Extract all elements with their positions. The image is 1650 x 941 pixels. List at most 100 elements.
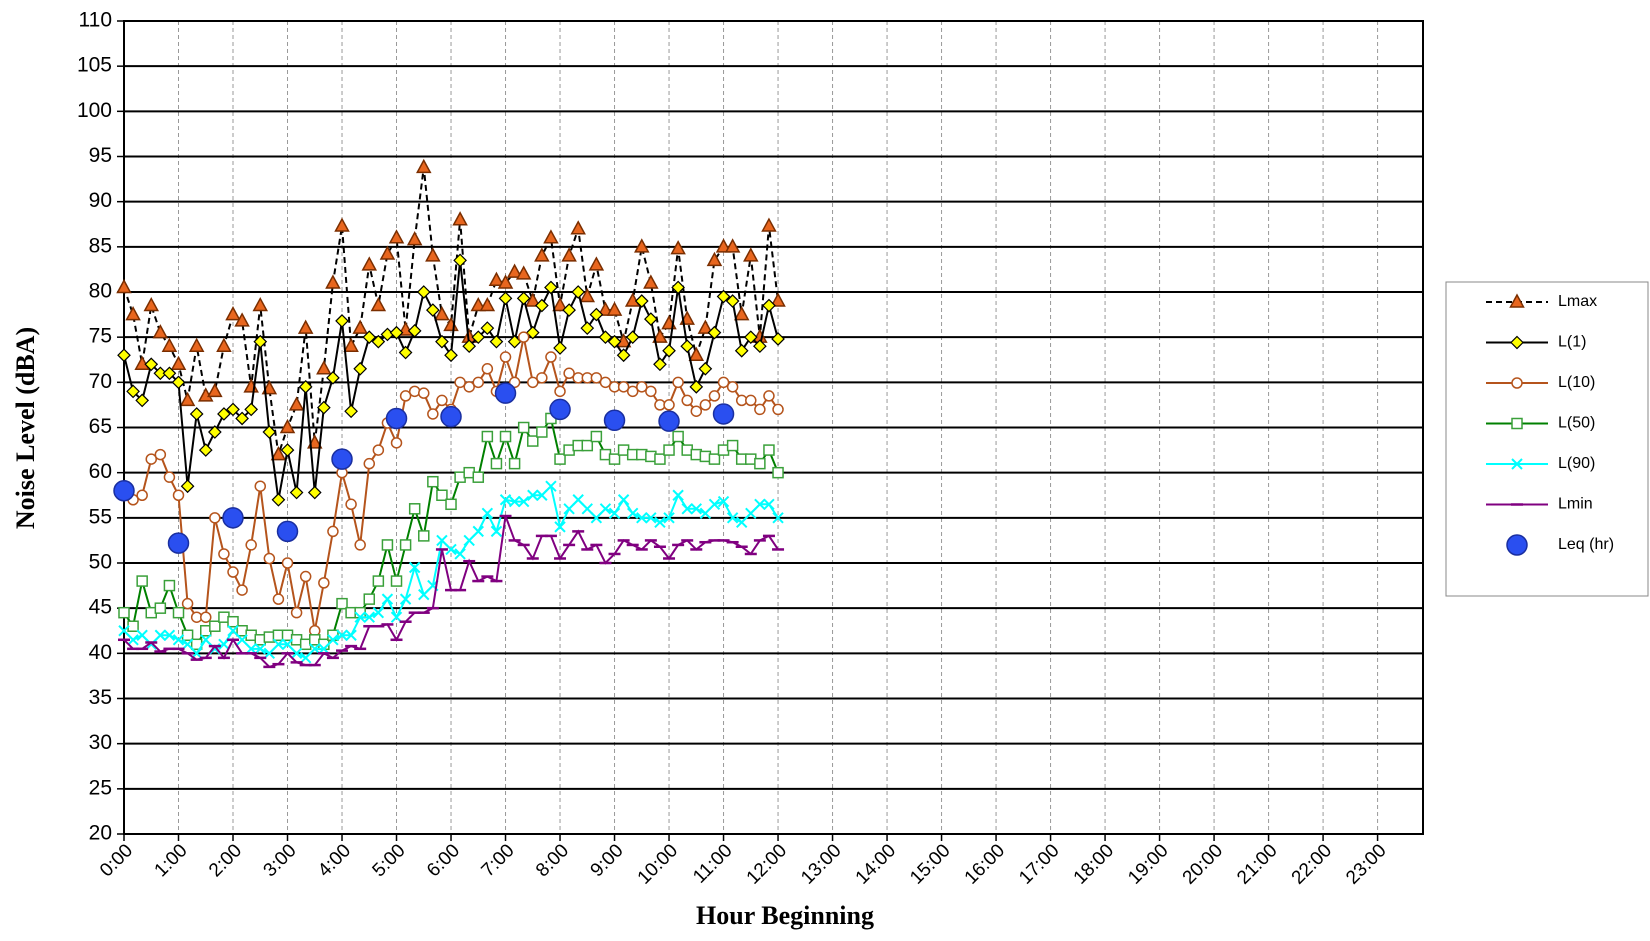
- marker: [298, 380, 313, 394]
- marker: [372, 606, 385, 619]
- plot-frame: [123, 20, 1424, 835]
- marker: [697, 319, 714, 334]
- marker: [772, 403, 784, 416]
- marker: [390, 437, 403, 449]
- legend-item: L(90): [1486, 455, 1595, 472]
- marker: [553, 341, 567, 355]
- marker: [440, 405, 462, 428]
- marker: [418, 588, 430, 601]
- marker: [734, 343, 749, 358]
- marker: [270, 446, 287, 461]
- marker: [254, 480, 267, 492]
- marker: [118, 625, 130, 637]
- marker: [207, 382, 223, 398]
- marker: [188, 337, 205, 352]
- marker: [117, 348, 131, 363]
- marker: [1506, 534, 1528, 556]
- marker: [326, 370, 340, 385]
- legend-item: Leq (hr): [1506, 534, 1614, 556]
- y-tick-label: 45: [89, 596, 112, 619]
- marker: [754, 457, 766, 470]
- marker: [636, 381, 648, 393]
- marker: [608, 507, 621, 520]
- x-tick-label: 5:00: [369, 840, 410, 881]
- marker: [715, 238, 732, 253]
- marker: [625, 330, 640, 345]
- marker: [318, 577, 330, 589]
- marker: [588, 256, 605, 271]
- marker: [435, 334, 449, 349]
- marker: [670, 240, 686, 255]
- marker: [589, 307, 604, 322]
- marker: [549, 398, 571, 421]
- y-tick-label: 40: [89, 641, 112, 664]
- marker: [218, 548, 230, 560]
- marker: [335, 314, 349, 328]
- marker: [436, 534, 448, 547]
- marker: [161, 337, 178, 352]
- legend-label: Lmin: [1558, 496, 1593, 513]
- marker: [281, 638, 294, 651]
- marker: [525, 325, 540, 340]
- marker: [489, 334, 504, 349]
- marker: [652, 328, 668, 343]
- marker: [643, 274, 659, 289]
- marker: [771, 332, 785, 346]
- marker: [599, 376, 612, 389]
- marker: [654, 453, 666, 465]
- x-tick-label: 2:00: [205, 840, 246, 881]
- marker: [490, 525, 503, 538]
- marker: [371, 334, 386, 349]
- marker: [390, 575, 403, 587]
- marker: [418, 387, 430, 399]
- marker: [490, 457, 503, 470]
- marker: [116, 278, 132, 294]
- y-tick-label: 85: [89, 234, 112, 257]
- marker: [352, 319, 368, 334]
- marker: [236, 634, 248, 646]
- marker: [200, 634, 212, 646]
- marker: [297, 319, 314, 334]
- marker: [379, 245, 396, 260]
- marker: [144, 357, 159, 372]
- marker: [407, 323, 422, 338]
- x-tick-label: 19:00: [1124, 840, 1172, 888]
- marker: [608, 453, 621, 465]
- marker: [681, 394, 693, 407]
- marker: [354, 539, 366, 551]
- marker: [406, 231, 423, 246]
- marker: [234, 312, 250, 327]
- legend-label: L(1): [1558, 334, 1586, 351]
- marker: [262, 425, 277, 439]
- marker: [171, 375, 186, 390]
- marker: [385, 407, 408, 430]
- marker: [316, 360, 332, 375]
- y-tick-label: 80: [89, 280, 112, 303]
- marker: [536, 372, 548, 384]
- marker: [399, 539, 412, 551]
- marker: [154, 602, 167, 614]
- marker: [499, 430, 512, 443]
- marker: [706, 251, 723, 267]
- marker: [145, 453, 158, 465]
- x-tick-label: 20:00: [1179, 840, 1227, 888]
- marker: [762, 298, 776, 313]
- marker: [499, 351, 512, 363]
- marker: [645, 385, 657, 398]
- marker: [399, 593, 412, 605]
- marker: [617, 381, 630, 393]
- marker: [590, 372, 603, 384]
- marker: [663, 512, 675, 524]
- marker: [554, 385, 566, 398]
- marker: [216, 337, 232, 352]
- marker: [581, 439, 594, 452]
- marker: [644, 312, 658, 326]
- marker: [598, 330, 613, 345]
- marker: [399, 390, 412, 402]
- marker: [745, 507, 757, 520]
- marker: [299, 570, 312, 583]
- marker: [717, 495, 730, 508]
- marker: [427, 475, 439, 488]
- marker: [163, 471, 176, 483]
- marker: [222, 507, 244, 529]
